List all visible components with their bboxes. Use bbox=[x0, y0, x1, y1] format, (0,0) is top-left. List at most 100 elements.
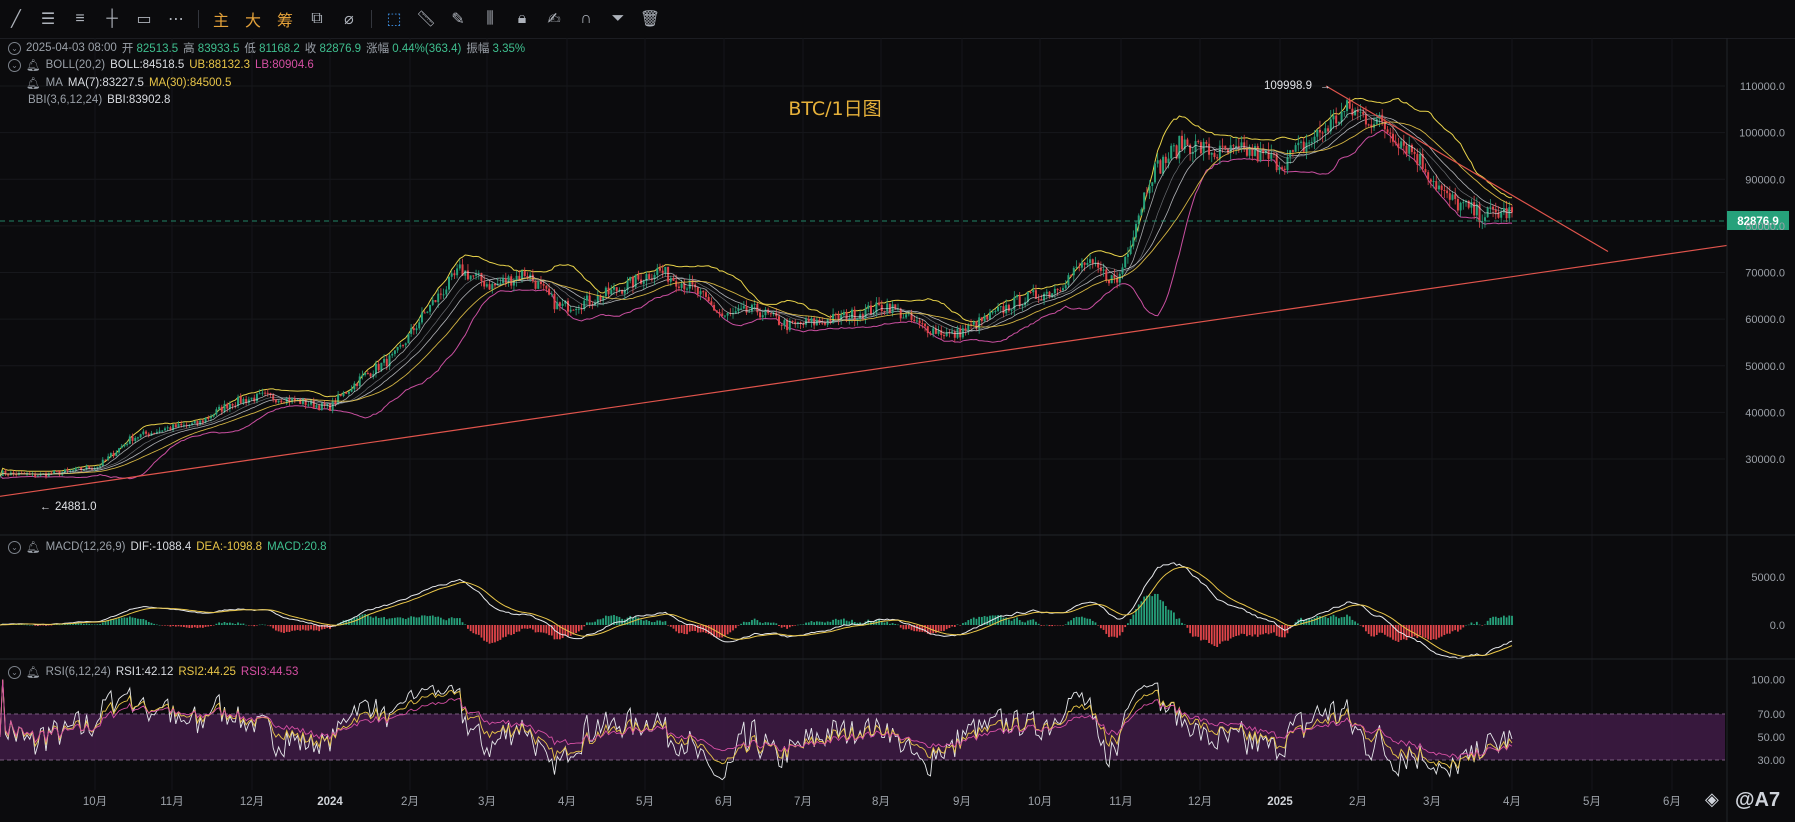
macd-histogram-bar bbox=[310, 625, 312, 630]
macd-histogram-bar bbox=[569, 625, 572, 636]
lock-icon[interactable]: 🔒︎ bbox=[517, 10, 527, 27]
candle-body bbox=[864, 308, 867, 319]
macd-histogram-bar bbox=[1278, 625, 1281, 637]
candle-body bbox=[1056, 288, 1059, 291]
macd-histogram-bar bbox=[1310, 618, 1313, 625]
candle-body bbox=[894, 304, 897, 309]
candle-body bbox=[228, 403, 231, 409]
candle-body bbox=[499, 283, 502, 285]
magnet-icon[interactable]: ∩ bbox=[580, 10, 592, 27]
candle-body bbox=[493, 283, 496, 286]
candle-body bbox=[1494, 209, 1497, 213]
macd-histogram-bar bbox=[47, 625, 50, 626]
candle-body bbox=[466, 270, 469, 280]
macd-histogram-bar bbox=[1016, 617, 1018, 625]
main-indicator-button[interactable]: 主 bbox=[212, 11, 229, 30]
collapse-icon[interactable]: ⌄ bbox=[8, 58, 21, 72]
collapse-icon[interactable]: ⌄ bbox=[8, 665, 21, 679]
candle-body bbox=[780, 324, 783, 326]
macd-histogram-bar bbox=[1021, 621, 1024, 625]
macd-histogram-bar bbox=[905, 625, 908, 630]
macd-histogram-bar bbox=[383, 616, 385, 625]
large-order-button[interactable]: 大 bbox=[244, 11, 261, 30]
note-icon[interactable]: ✍ bbox=[547, 11, 561, 28]
boll-lb: LB:80904.6 bbox=[254, 59, 314, 71]
select-cursor-icon[interactable]: ⬚ bbox=[386, 11, 402, 28]
macd-histogram-bar bbox=[967, 620, 970, 625]
rectangle-tool-icon[interactable]: ▭ bbox=[136, 11, 152, 28]
macd-histogram-bar bbox=[1448, 625, 1451, 634]
candle-body bbox=[1283, 168, 1286, 171]
candle-body bbox=[915, 320, 918, 322]
candle-body bbox=[237, 396, 240, 406]
macd-histogram-bar bbox=[421, 615, 423, 625]
macd-histogram-bar bbox=[945, 625, 948, 630]
collapse-icon[interactable]: ⌄ bbox=[8, 41, 21, 55]
candle-body bbox=[1007, 304, 1010, 311]
candle-body bbox=[1429, 179, 1432, 182]
bbi-legend: BBI(3,6,12,24) BBI:83902.8 bbox=[28, 94, 170, 106]
candle-body bbox=[975, 321, 978, 329]
trend-line-tool-icon[interactable]: ╱ bbox=[11, 11, 21, 28]
candle-body bbox=[369, 373, 372, 377]
macd-histogram-bar bbox=[548, 625, 550, 636]
candle-body bbox=[610, 289, 613, 295]
candle-body bbox=[1072, 267, 1075, 276]
candle-body bbox=[1354, 110, 1357, 116]
candle-body bbox=[350, 389, 353, 392]
candle-body bbox=[1297, 142, 1300, 146]
candle-body bbox=[388, 355, 391, 367]
pen-icon[interactable]: ✎ bbox=[451, 11, 465, 28]
macd-histogram-bar bbox=[1005, 617, 1008, 625]
bell-icon[interactable]: 🔔︎ bbox=[26, 542, 41, 554]
candle-body bbox=[569, 309, 572, 312]
candle-body bbox=[180, 423, 183, 426]
bell-icon[interactable]: 🔔︎ bbox=[26, 78, 41, 90]
macd-histogram-bar bbox=[204, 625, 207, 627]
macd-histogram-bar bbox=[1365, 625, 1367, 632]
more-tools-icon[interactable]: ⋯ bbox=[168, 11, 184, 28]
macd-histogram-bar bbox=[412, 616, 415, 625]
macd-histogram-bar bbox=[1389, 625, 1392, 638]
candle-body bbox=[745, 306, 748, 313]
candle-body bbox=[1221, 145, 1224, 147]
macd-histogram-bar bbox=[1511, 615, 1513, 625]
chip-distribution-button[interactable]: 筹 bbox=[276, 11, 293, 30]
parallel-channel-tool-icon[interactable]: ≡ bbox=[75, 10, 85, 27]
candle-body bbox=[988, 312, 991, 320]
candle-body bbox=[90, 468, 93, 470]
horizontal-ray-tool-icon[interactable]: ☰ bbox=[40, 11, 56, 28]
filter-icon[interactable]: ⏷ bbox=[611, 10, 625, 27]
compare-icon[interactable]: ⧉ bbox=[311, 10, 323, 27]
price-chart[interactable]: 82876.9 110000.0 100000.0 90000.0 80000.0 70… bbox=[0, 38, 1795, 822]
horizontal-line-tool-icon[interactable]: ┼ bbox=[106, 10, 118, 27]
macd-histogram-bar bbox=[510, 625, 513, 636]
candle-body bbox=[307, 404, 310, 406]
macd-histogram-bar bbox=[164, 625, 166, 626]
macd-histogram-bar bbox=[1064, 624, 1067, 625]
candle-body bbox=[491, 283, 494, 290]
macd-histogram-bar bbox=[824, 622, 826, 625]
macd-histogram-bar bbox=[1183, 624, 1186, 625]
macd-histogram-bar bbox=[1172, 612, 1175, 625]
macd-histogram-bar bbox=[269, 625, 272, 627]
rsi2-value: RSI2:44.25 bbox=[178, 666, 236, 678]
candle-body bbox=[794, 321, 797, 324]
time-tick-label: 12月 bbox=[240, 796, 264, 808]
ma30-value: MA(30):84500.5 bbox=[148, 77, 232, 89]
candle-body bbox=[1394, 141, 1397, 144]
macd-histogram-bar bbox=[586, 622, 588, 625]
bell-icon[interactable]: 🔔︎ bbox=[26, 60, 41, 72]
macd-histogram-bar bbox=[978, 616, 981, 625]
candle-style-icon[interactable]: ⫼ bbox=[486, 10, 494, 27]
candle-body bbox=[166, 427, 169, 429]
bell-icon[interactable]: 🔔︎ bbox=[26, 667, 41, 679]
macd-histogram-bar bbox=[369, 616, 372, 625]
close-label: 收 bbox=[304, 43, 317, 55]
delete-icon[interactable]: 🗑︎ bbox=[639, 11, 661, 28]
ruler-icon[interactable]: 📏︎ bbox=[415, 11, 437, 28]
clear-drawings-icon[interactable]: ⌀ bbox=[344, 11, 354, 28]
candle-body bbox=[1443, 189, 1446, 191]
collapse-icon[interactable]: ⌄ bbox=[8, 540, 21, 554]
time-tick-label: 5月 bbox=[1583, 796, 1601, 808]
